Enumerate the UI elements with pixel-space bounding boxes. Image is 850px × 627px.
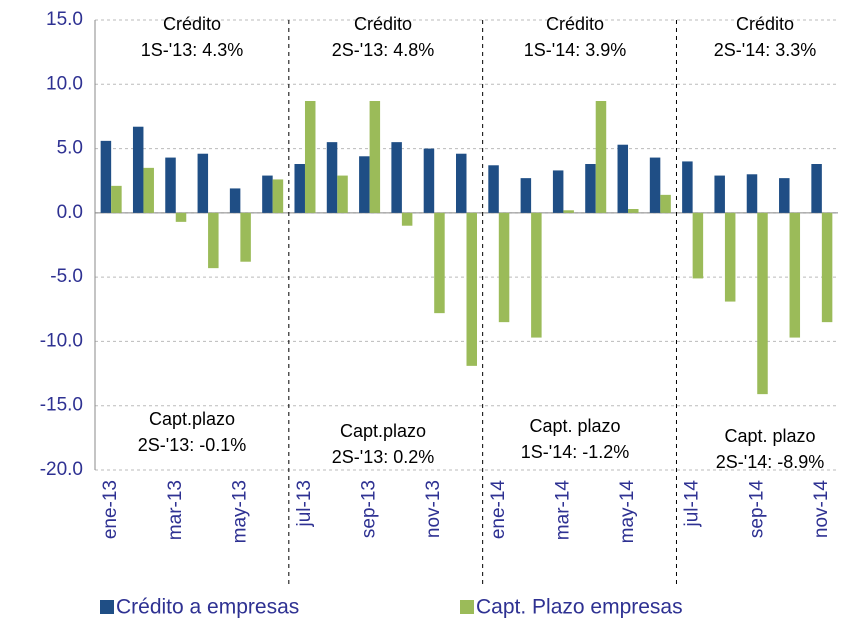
bar — [488, 165, 499, 213]
x-tick-label: ene-13 — [100, 480, 121, 539]
legend-label: Crédito a empresas — [116, 596, 299, 619]
bar — [423, 148, 435, 213]
x-tick-label: nov-14 — [811, 480, 832, 539]
x-tick-label: mar-13 — [165, 480, 186, 540]
bar — [132, 126, 144, 213]
bar — [821, 212, 833, 323]
bar — [165, 157, 176, 213]
bar — [262, 175, 273, 213]
bar — [466, 212, 477, 366]
bar — [617, 144, 629, 213]
bar — [660, 194, 671, 213]
bar — [649, 157, 661, 213]
annotation: 2S-'13: 0.2% — [332, 447, 435, 467]
annotation: 1S-'14: 3.9% — [524, 40, 627, 60]
bar — [208, 212, 219, 269]
x-tick-label: jul-14 — [682, 480, 703, 528]
bar — [531, 212, 542, 338]
bar — [337, 175, 348, 213]
annotation: 1S-'14: -1.2% — [521, 442, 630, 462]
bar — [779, 178, 790, 213]
bar — [714, 175, 725, 213]
x-tick-label: jul-13 — [294, 480, 315, 527]
bar — [326, 142, 338, 213]
bar — [304, 101, 316, 213]
bar — [628, 209, 639, 213]
legend-swatch — [100, 600, 114, 614]
x-tick-label: ene-14 — [488, 480, 509, 540]
bar — [552, 170, 564, 213]
annotation: 1S-'13: 4.3% — [141, 40, 244, 60]
bar — [100, 140, 112, 213]
bar — [498, 212, 510, 323]
legend-swatch — [460, 600, 474, 614]
x-tick-label: mar-14 — [552, 480, 573, 541]
annotation: Crédito — [736, 14, 794, 34]
annotation: 2S-'14: 3.3% — [714, 40, 817, 60]
y-tick-label: 5.0 — [57, 138, 83, 159]
x-tick-label: sep-13 — [359, 480, 380, 538]
legend-label: Capt. Plazo empresas — [476, 596, 683, 619]
bar — [456, 153, 467, 213]
bar — [595, 101, 607, 213]
annotation: Capt. plazo — [724, 426, 815, 446]
bar — [143, 167, 154, 213]
bar — [391, 142, 402, 213]
y-tick-label: -15.0 — [40, 395, 83, 416]
bar — [272, 179, 284, 213]
y-tick-label: -20.0 — [40, 459, 83, 480]
bar — [369, 101, 381, 213]
bar — [789, 212, 801, 338]
annotation: Crédito — [163, 14, 221, 34]
annotation: Capt.plazo — [149, 409, 235, 429]
bar — [724, 212, 736, 302]
bar — [563, 210, 574, 213]
annotation: 2S-'14: -8.9% — [716, 452, 825, 472]
annotation: 2S-'13: -0.1% — [138, 435, 247, 455]
x-tick-label: nov-13 — [423, 480, 444, 538]
bar — [229, 188, 241, 213]
annotation: Capt.plazo — [340, 421, 426, 441]
bar — [111, 185, 122, 213]
bar — [746, 174, 758, 213]
y-tick-label: -5.0 — [50, 266, 83, 287]
y-tick-label: 0.0 — [57, 202, 83, 223]
annotation: Capt. plazo — [529, 416, 620, 436]
bar — [692, 212, 704, 279]
x-tick-label: may-13 — [229, 480, 250, 543]
y-tick-label: -10.0 — [40, 330, 83, 351]
y-tick-label: 10.0 — [46, 73, 83, 94]
bar — [682, 161, 693, 213]
bar — [175, 212, 187, 222]
bar — [401, 212, 413, 226]
bar — [434, 212, 445, 314]
bar — [240, 212, 251, 262]
bar — [811, 164, 822, 213]
bar — [359, 156, 370, 213]
x-tick-label: may-14 — [617, 480, 638, 544]
bar — [585, 164, 596, 213]
annotation: 2S-'13: 4.8% — [332, 40, 435, 60]
annotation: Crédito — [546, 14, 604, 34]
annotation: Crédito — [354, 14, 412, 34]
bar — [520, 178, 532, 213]
bar — [197, 153, 209, 213]
bar — [757, 212, 768, 395]
y-tick-label: 15.0 — [46, 9, 83, 30]
x-tick-label: sep-14 — [746, 480, 767, 539]
bar — [294, 164, 305, 213]
